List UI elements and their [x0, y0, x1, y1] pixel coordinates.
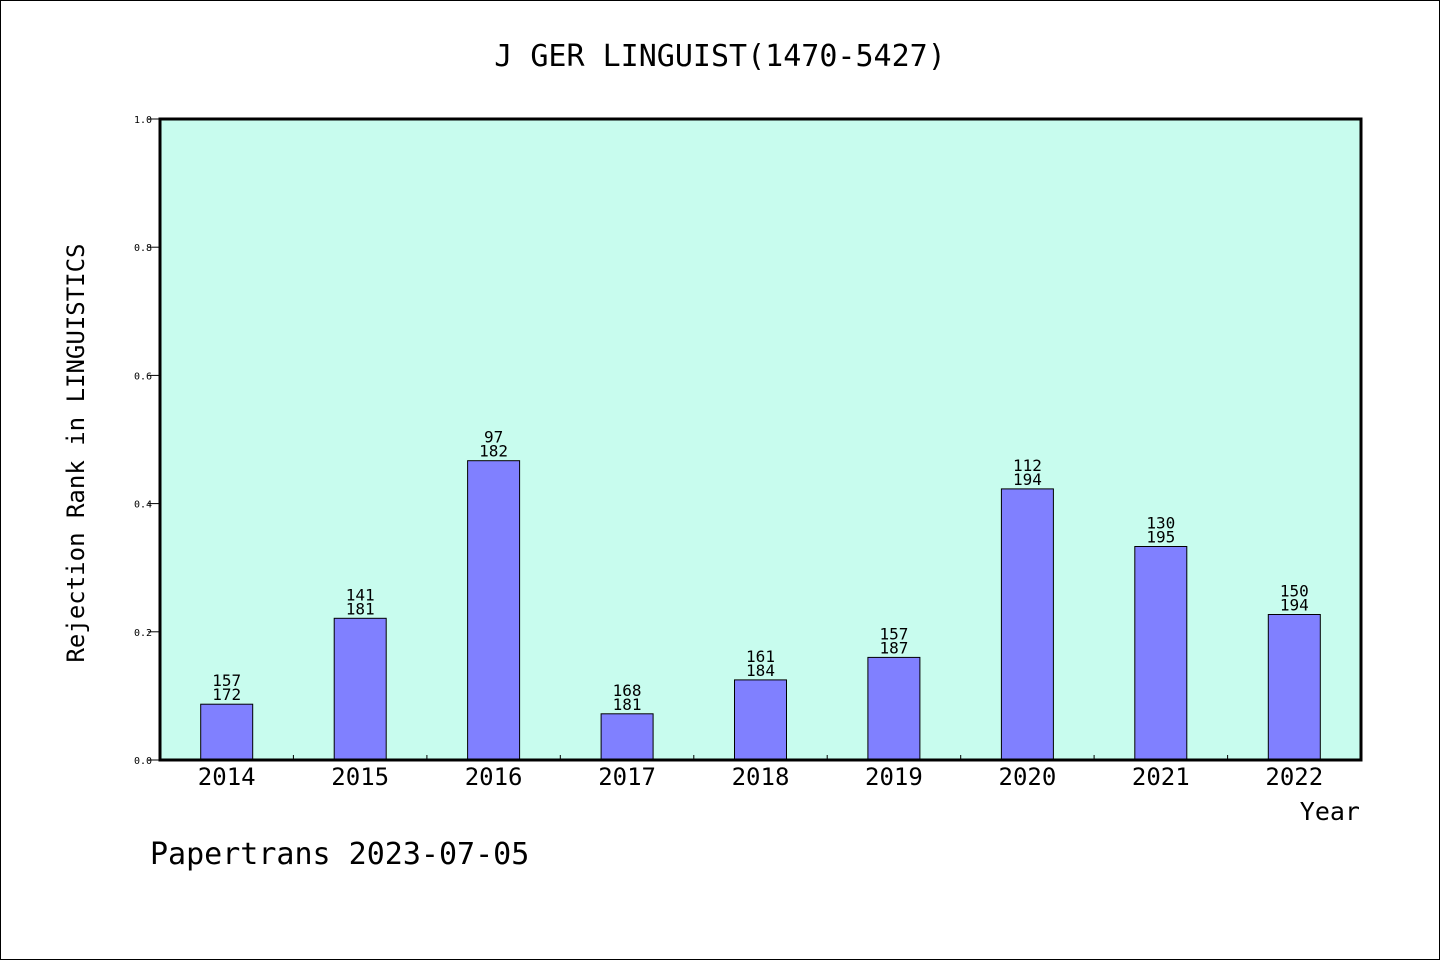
x-tick-label-2014: 2014 [198, 763, 256, 791]
y-tick-label: 0.0 [134, 756, 152, 767]
bar-label-bottom-2017: 181 [613, 695, 642, 714]
x-tick-label-2015: 2015 [331, 763, 389, 791]
bar-label-top-2021: 130 [1146, 514, 1175, 533]
bar-label-top-2019: 157 [879, 624, 908, 643]
bar-label-bottom-2018: 184 [746, 661, 775, 680]
bar-label-bottom-2016: 182 [479, 442, 508, 461]
bar-label-bottom-2022: 194 [1280, 596, 1309, 615]
x-tick-label-2021: 2021 [1132, 763, 1190, 791]
bar-label-top-2018: 161 [746, 647, 775, 666]
bar-labels-group: 1571721411819718216818116118415718711219… [212, 428, 1309, 714]
chart-title: J GER LINGUIST(1470-5427) [494, 39, 946, 74]
bar-2014 [200, 703, 254, 761]
bar-label-top-2020: 112 [1013, 456, 1042, 475]
y-tick-label: 0.4 [134, 500, 152, 511]
x-axis-label: Year [1300, 797, 1360, 826]
bar-2016 [467, 460, 521, 761]
y-tick-label: 0.6 [134, 371, 152, 382]
plot-border [158, 117, 1363, 762]
bar-label-bottom-2021: 195 [1146, 528, 1175, 547]
x-axis-ticks: 2014 2015 2016 2017 2018 2019 2020 2021 2022 [198, 755, 1323, 791]
bar-2021 [1134, 546, 1188, 761]
y-tick-label: 1.0 [134, 115, 152, 126]
y-tick-label: 0.2 [134, 628, 152, 639]
x-tick-label-2017: 2017 [598, 763, 656, 791]
bar-label-top-2022: 150 [1280, 582, 1309, 601]
bars-group [200, 460, 1321, 761]
bar-label-top-2014: 157 [212, 671, 241, 690]
footer-credit: Papertrans 2023-07-05 [150, 837, 529, 872]
bar-label-bottom-2020: 194 [1013, 470, 1042, 489]
bar-2020 [1000, 488, 1054, 761]
bar-2018 [734, 679, 787, 761]
bar-label-bottom-2014: 172 [212, 685, 241, 704]
bar-label-top-2016: 97 [484, 428, 503, 447]
bar-2019 [867, 656, 921, 761]
bar-2017 [600, 713, 654, 761]
x-tick-label-2020: 2020 [999, 763, 1057, 791]
bar-2015 [333, 617, 387, 761]
y-axis-label: Rejection Rank in LINGUISTICS [62, 243, 90, 662]
bar-label-bottom-2019: 187 [879, 638, 908, 657]
x-tick-label-2018: 2018 [732, 763, 790, 791]
x-tick-label-2022: 2022 [1265, 763, 1323, 791]
bar-2022 [1267, 614, 1321, 761]
y-tick-label: 0.8 [134, 243, 152, 254]
x-tick-label-2016: 2016 [465, 763, 523, 791]
bar-label-bottom-2015: 181 [346, 599, 375, 618]
x-tick-label-2019: 2019 [865, 763, 923, 791]
bar-label-top-2015: 141 [346, 585, 375, 604]
bar-label-top-2017: 168 [613, 681, 642, 700]
y-axis-ticks: 0.0 0.2 0.4 0.6 0.8 1.0 [134, 115, 160, 767]
